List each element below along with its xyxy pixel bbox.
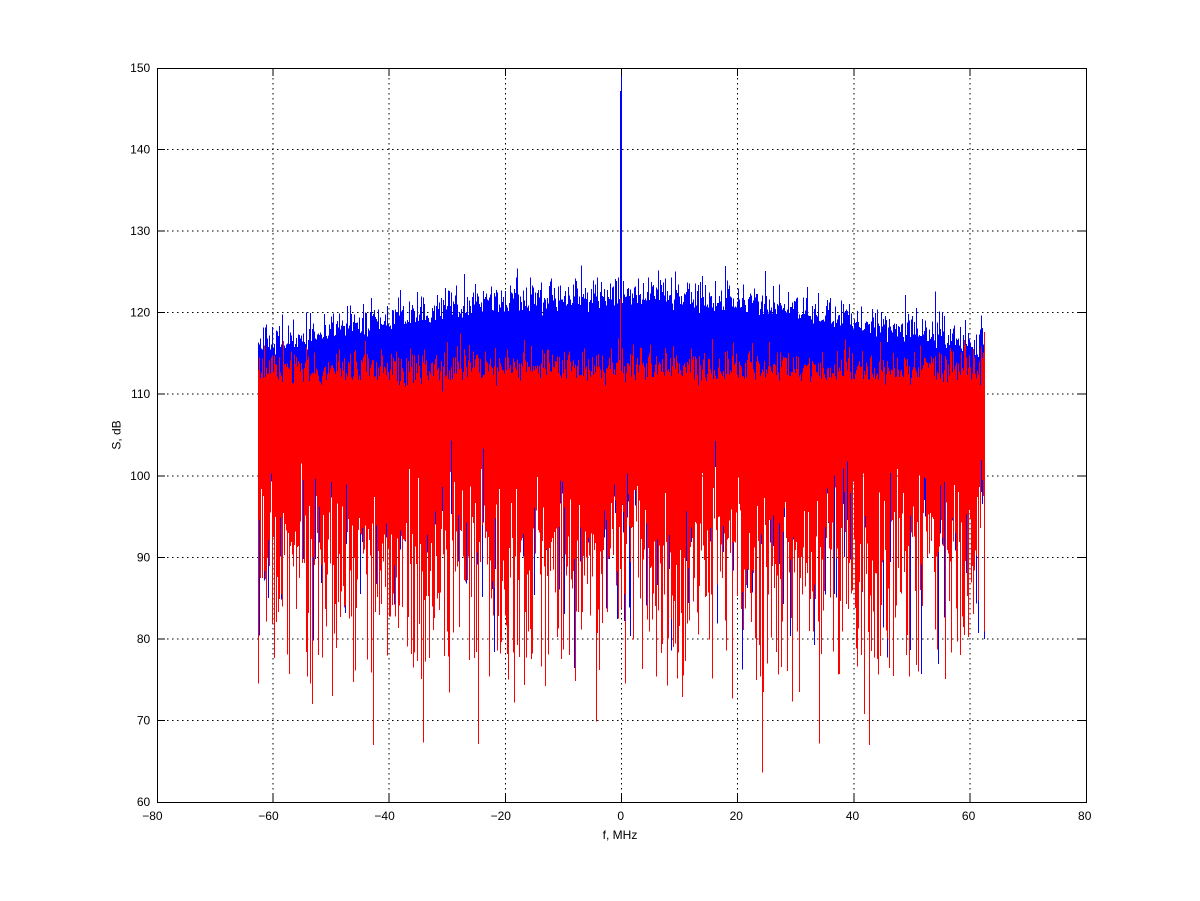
svg-text:−80: −80 bbox=[142, 809, 163, 823]
svg-text:0: 0 bbox=[617, 809, 624, 823]
svg-text:120: 120 bbox=[130, 306, 150, 320]
svg-text:20: 20 bbox=[730, 809, 744, 823]
svg-text:80: 80 bbox=[1078, 809, 1092, 823]
svg-text:−20: −20 bbox=[491, 809, 512, 823]
svg-text:130: 130 bbox=[130, 224, 150, 238]
svg-text:S, dB: S, dB bbox=[110, 420, 124, 449]
svg-text:−40: −40 bbox=[374, 809, 395, 823]
svg-text:40: 40 bbox=[846, 809, 860, 823]
svg-text:60: 60 bbox=[137, 795, 151, 809]
svg-text:80: 80 bbox=[137, 632, 151, 646]
svg-text:70: 70 bbox=[137, 713, 151, 727]
svg-text:f, MHz: f, MHz bbox=[603, 828, 638, 842]
svg-text:100: 100 bbox=[130, 469, 150, 483]
svg-text:90: 90 bbox=[137, 550, 151, 564]
svg-text:−60: −60 bbox=[258, 809, 279, 823]
svg-text:110: 110 bbox=[131, 387, 150, 401]
svg-text:150: 150 bbox=[130, 61, 150, 75]
svg-text:60: 60 bbox=[962, 809, 976, 823]
svg-text:140: 140 bbox=[130, 143, 150, 157]
